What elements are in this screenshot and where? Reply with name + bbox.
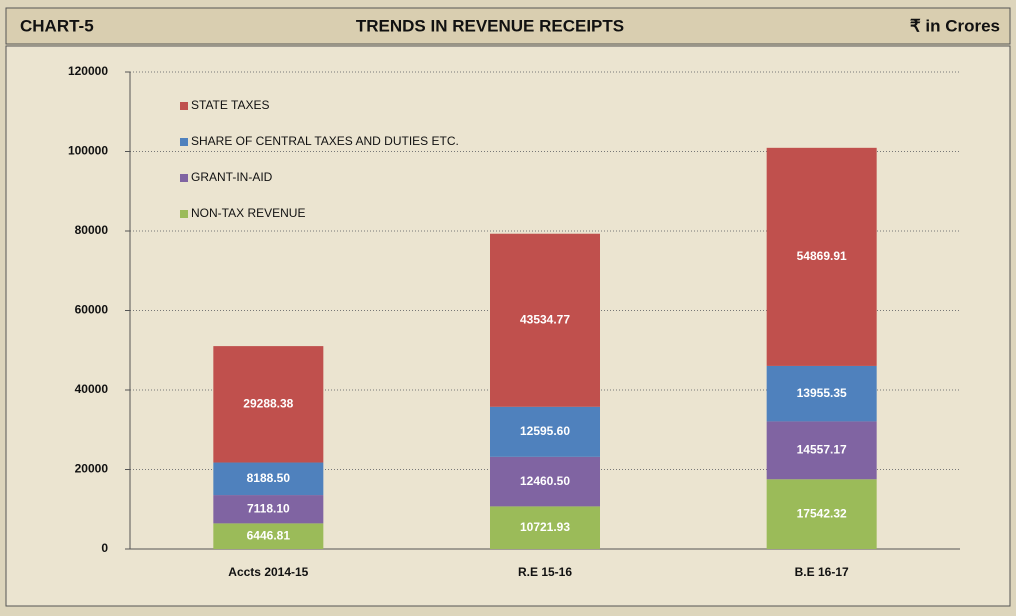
bar-segment — [490, 406, 600, 457]
bar-segment — [213, 346, 324, 463]
data-label: 8188.50 — [247, 471, 291, 485]
header-bar — [5, 7, 1011, 45]
data-label: 17542.32 — [797, 506, 847, 520]
bar-segment — [490, 506, 600, 549]
data-label: 29288.38 — [243, 396, 293, 410]
y-tick-label: 120000 — [68, 64, 108, 78]
y-tick-label: 20000 — [75, 462, 109, 476]
x-tick-label: R.E 15-16 — [518, 565, 572, 579]
y-tick-label: 100000 — [68, 144, 108, 158]
bar-segment — [766, 421, 877, 480]
unit-label: ₹ in Crores — [910, 16, 1000, 35]
data-label: 7118.10 — [247, 501, 290, 515]
legend-label: NON-TAX REVENUE — [191, 206, 305, 220]
bar-segment — [213, 462, 324, 496]
bar-segment — [213, 523, 324, 549]
legend-label: SHARE OF CENTRAL TAXES AND DUTIES ETC. — [191, 134, 459, 148]
bar-segment — [766, 147, 877, 366]
data-label: 6446.81 — [247, 528, 291, 542]
data-label: 13955.35 — [797, 386, 847, 400]
legend-label: GRANT-IN-AID — [191, 170, 273, 184]
bar-segment — [766, 479, 877, 549]
y-tick-label: 60000 — [75, 303, 109, 317]
legend-swatch — [180, 210, 188, 218]
legend-swatch — [180, 138, 188, 146]
legend-swatch — [180, 102, 188, 110]
bar-segment — [490, 456, 600, 507]
bar-segment — [766, 365, 877, 422]
legend-label: STATE TAXES — [191, 98, 269, 112]
x-tick-label: B.E 16-17 — [795, 565, 849, 579]
y-tick-label: 40000 — [75, 382, 109, 396]
y-tick-label: 80000 — [75, 223, 109, 237]
data-label: 43534.77 — [520, 312, 570, 326]
data-label: 12460.50 — [520, 474, 570, 488]
data-label: 54869.91 — [797, 249, 847, 263]
data-label: 12595.60 — [520, 424, 570, 438]
data-label: 10721.93 — [520, 520, 570, 534]
chart-label: CHART-5 — [20, 16, 94, 35]
data-label: 14557.17 — [797, 443, 847, 457]
bar-segment — [490, 233, 600, 407]
bar-segment — [213, 495, 324, 524]
legend-swatch — [180, 174, 188, 182]
chart-title: TRENDS IN REVENUE RECEIPTS — [356, 16, 624, 35]
x-tick-label: Accts 2014-15 — [228, 565, 308, 579]
y-tick-label: 0 — [101, 541, 108, 555]
